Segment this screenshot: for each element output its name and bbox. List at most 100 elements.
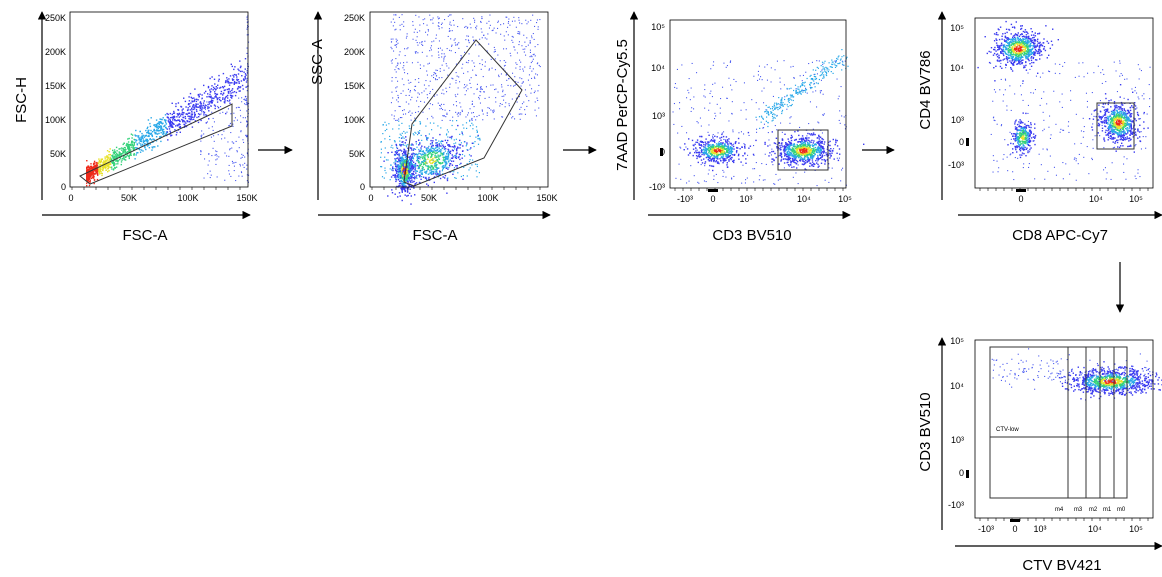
event-dot	[447, 156, 449, 158]
event-dot	[185, 122, 187, 124]
event-dot	[702, 151, 704, 154]
event-dot	[703, 151, 705, 154]
event-dot	[447, 74, 449, 76]
event-dot	[774, 142, 777, 145]
event-dot	[456, 148, 458, 150]
event-dot	[729, 157, 731, 159]
event-dot	[157, 145, 159, 147]
event-dot	[421, 92, 423, 94]
event-dot	[782, 149, 785, 151]
event-dot	[505, 31, 507, 33]
event-dot	[818, 165, 820, 167]
event-dot	[130, 133, 133, 135]
event-dot	[498, 74, 500, 76]
event-dot	[245, 86, 247, 88]
event-dot	[728, 152, 730, 154]
event-dot	[236, 150, 238, 152]
event-dot	[411, 168, 413, 170]
event-dot	[216, 98, 219, 101]
event-dot	[405, 139, 407, 141]
event-dot	[477, 143, 480, 145]
event-dot	[398, 128, 400, 130]
event-dot	[151, 149, 153, 151]
event-dot	[239, 86, 241, 89]
event-dot	[711, 148, 713, 150]
event-dot	[143, 143, 145, 145]
event-dot	[433, 122, 435, 124]
event-dot	[167, 113, 169, 116]
event-dot	[149, 122, 151, 125]
event-dot	[460, 112, 462, 114]
event-dot	[839, 122, 841, 124]
event-dot	[224, 100, 226, 102]
event-dot	[136, 135, 138, 137]
event-dot	[416, 154, 418, 156]
event-dot	[99, 168, 102, 171]
event-dot	[446, 155, 448, 158]
event-dot	[436, 156, 438, 158]
event-dot	[215, 163, 217, 165]
event-dot	[412, 38, 414, 40]
event-dot	[431, 168, 433, 171]
event-dot	[204, 108, 206, 110]
event-dot	[226, 111, 228, 113]
event-dot	[234, 117, 236, 119]
event-dot	[233, 68, 235, 71]
event-dot	[453, 167, 456, 169]
event-dot	[712, 64, 714, 66]
event-dot	[441, 162, 443, 164]
event-dot	[480, 91, 482, 93]
event-dot	[134, 134, 136, 136]
event-dot	[460, 58, 462, 60]
event-dot	[207, 86, 210, 89]
event-dot	[115, 154, 117, 156]
event-dot	[230, 82, 232, 84]
event-dot	[396, 153, 399, 156]
event-dot	[246, 16, 248, 18]
event-dot	[533, 76, 535, 78]
event-dot	[790, 154, 792, 156]
event-dot	[722, 169, 724, 171]
event-dot	[701, 151, 703, 153]
event-dot	[701, 153, 703, 156]
event-dot	[406, 176, 409, 178]
event-dot	[128, 151, 130, 153]
event-dot	[226, 77, 228, 79]
event-dot	[202, 111, 205, 113]
event-dot	[686, 132, 688, 134]
event-dot	[141, 132, 143, 135]
event-dot	[706, 152, 708, 155]
event-dot	[763, 87, 765, 89]
event-dot	[713, 145, 715, 147]
event-dot	[210, 100, 213, 102]
event-dot	[131, 146, 133, 149]
event-dot	[432, 170, 435, 173]
event-dot	[248, 41, 250, 43]
event-dot	[98, 158, 100, 160]
event-dot	[399, 156, 401, 158]
event-dot	[426, 138, 428, 140]
event-dot	[465, 90, 467, 92]
event-dot	[420, 100, 422, 102]
event-dot	[440, 107, 442, 109]
event-dot	[401, 173, 403, 175]
event-dot	[116, 154, 118, 156]
event-dot	[711, 151, 713, 153]
event-dot	[784, 133, 786, 135]
event-dot	[147, 126, 149, 128]
event-dot	[811, 151, 814, 153]
event-dot	[716, 155, 719, 157]
event-dot	[804, 168, 806, 170]
event-dot	[157, 122, 159, 125]
event-dot	[408, 153, 410, 155]
event-dot	[819, 142, 822, 144]
event-dot	[723, 62, 725, 64]
event-dot	[473, 17, 475, 19]
event-dot	[426, 137, 428, 139]
event-dot	[410, 160, 412, 162]
event-dot	[109, 159, 111, 161]
event-dot	[401, 191, 403, 193]
event-dot	[93, 170, 96, 172]
event-dot	[802, 146, 804, 149]
event-dot	[432, 159, 434, 161]
